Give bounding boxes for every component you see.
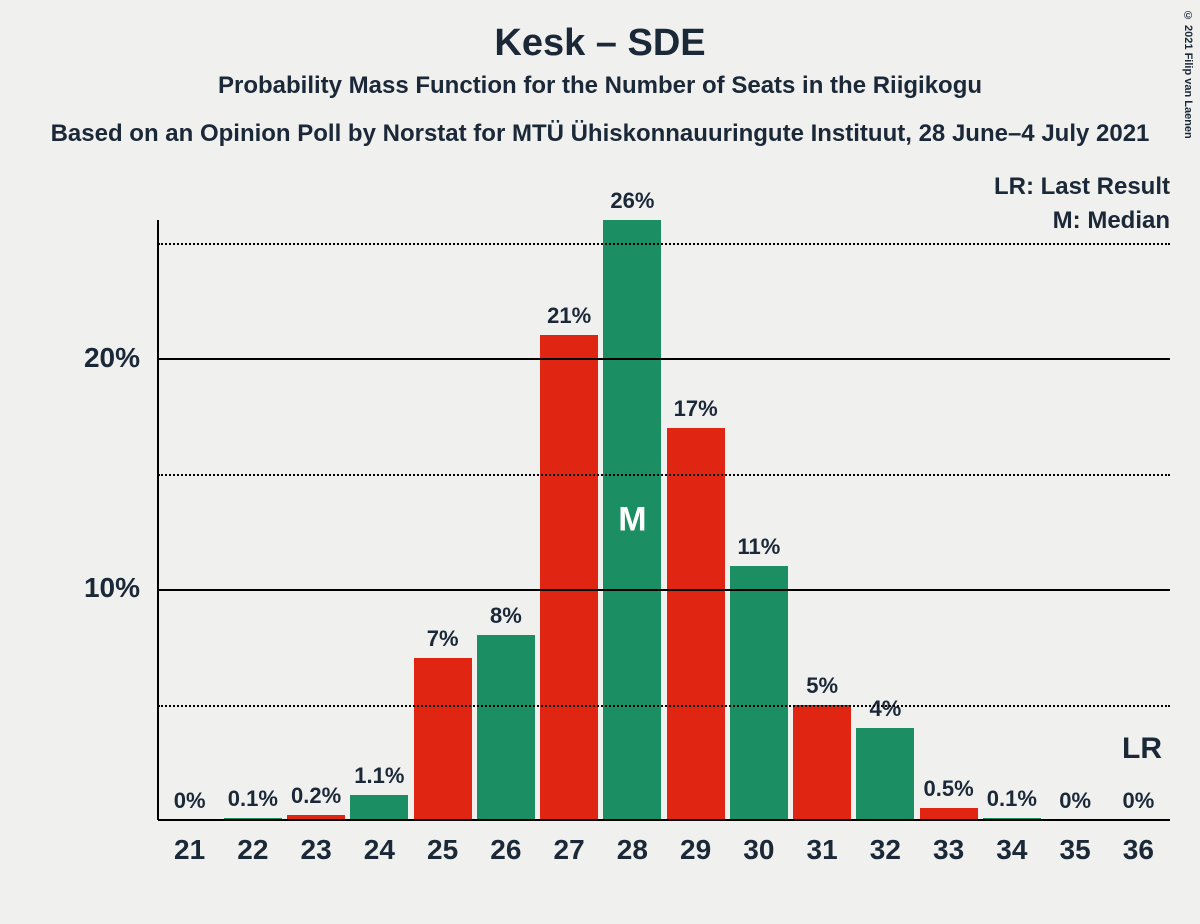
bar <box>856 728 914 820</box>
x-tick-label: 32 <box>870 834 901 866</box>
bar-value-label: 26% <box>610 188 654 214</box>
bar-value-label: 7% <box>427 626 459 652</box>
x-tick-label: 31 <box>807 834 838 866</box>
x-tick-label: 29 <box>680 834 711 866</box>
x-tick-label: 33 <box>933 834 964 866</box>
x-tick-label: 27 <box>554 834 585 866</box>
x-tick-label: 21 <box>174 834 205 866</box>
bar-value-label: 0.1% <box>228 786 278 812</box>
chart-title: Kesk – SDE <box>0 0 1200 65</box>
bar <box>667 428 725 820</box>
last-result-marker: LR <box>1122 732 1162 766</box>
chart-subtitle: Probability Mass Function for the Number… <box>0 72 1200 100</box>
bar-value-label: 0% <box>1122 788 1154 814</box>
bar <box>414 658 472 820</box>
bar-value-label: 1.1% <box>354 763 404 789</box>
gridline <box>158 589 1170 591</box>
bar-value-label: 0.5% <box>924 776 974 802</box>
bar-value-label: 8% <box>490 603 522 629</box>
bar-value-label: 4% <box>869 696 901 722</box>
gridline <box>158 243 1170 245</box>
chart-source: Based on an Opinion Poll by Norstat for … <box>0 120 1200 148</box>
x-tick-label: 36 <box>1123 834 1154 866</box>
x-axis-line <box>158 819 1170 821</box>
bar <box>730 566 788 820</box>
y-tick-label: 10% <box>0 572 140 604</box>
bar-value-label: 0.1% <box>987 786 1037 812</box>
x-tick-label: 22 <box>237 834 268 866</box>
chart-container: © 2021 Filip van Laenen Kesk – SDE Proba… <box>0 0 1200 924</box>
bar-value-label: 11% <box>737 534 780 560</box>
bar-value-label: 0% <box>174 788 206 814</box>
bar-value-label: 5% <box>806 673 838 699</box>
x-tick-label: 26 <box>490 834 521 866</box>
bar <box>477 635 535 820</box>
median-marker: M <box>618 501 646 540</box>
x-tick-label: 25 <box>427 834 458 866</box>
gridline <box>158 358 1170 360</box>
x-tick-label: 30 <box>743 834 774 866</box>
y-tick-label: 20% <box>0 342 140 374</box>
gridline <box>158 474 1170 476</box>
bar-value-label: 0% <box>1059 788 1091 814</box>
bar-value-label: 0.2% <box>291 783 341 809</box>
x-tick-label: 28 <box>617 834 648 866</box>
bar-value-label: 21% <box>547 303 591 329</box>
legend-lr: LR: Last Result <box>994 170 1170 204</box>
bar <box>350 795 408 820</box>
x-tick-label: 35 <box>1060 834 1091 866</box>
bar-value-label: 17% <box>674 396 718 422</box>
x-tick-label: 24 <box>364 834 395 866</box>
bar <box>540 335 598 820</box>
y-axis-line <box>157 220 159 820</box>
plot-area: 0%0.1%0.2%1.1%7%8%21%26%M17%11%5%4%0.5%0… <box>158 220 1170 820</box>
x-tick-label: 34 <box>996 834 1027 866</box>
bar <box>793 705 851 820</box>
x-tick-label: 23 <box>301 834 332 866</box>
gridline <box>158 705 1170 707</box>
bars-layer: 0%0.1%0.2%1.1%7%8%21%26%M17%11%5%4%0.5%0… <box>158 220 1170 820</box>
